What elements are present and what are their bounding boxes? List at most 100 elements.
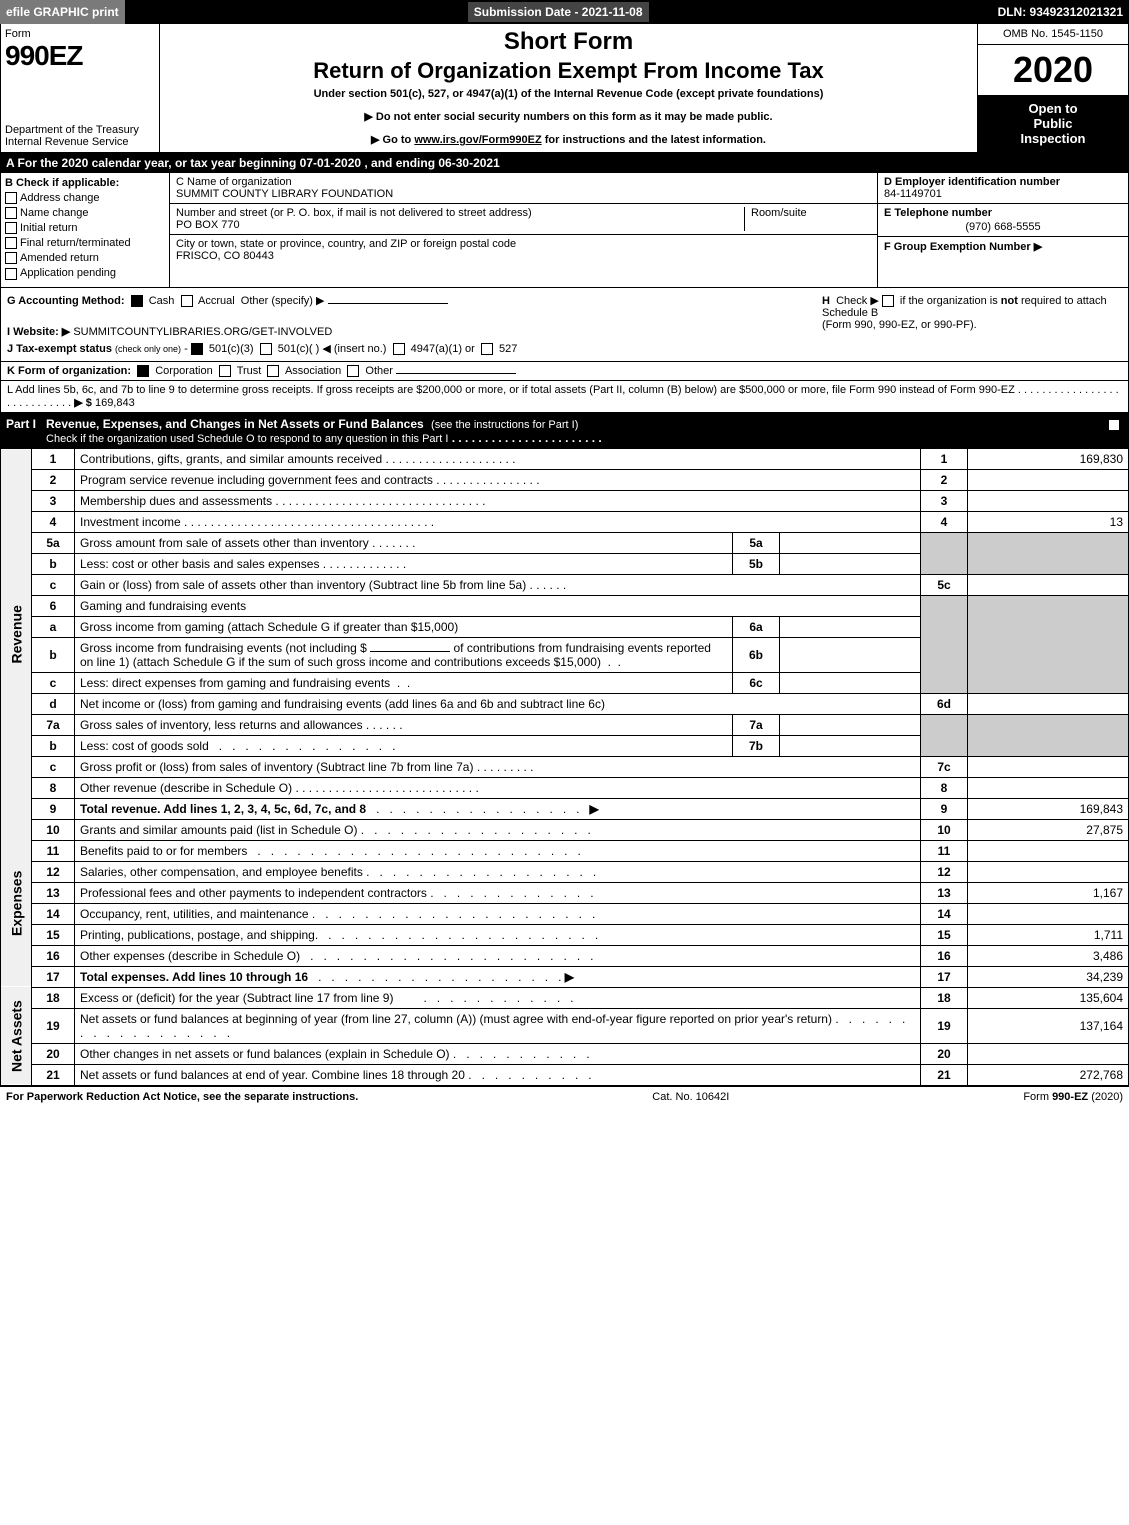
line-20: 20 Other changes in net assets or fund b… — [1, 1043, 1129, 1064]
line-5a: 5a Gross amount from sale of assets othe… — [1, 532, 1129, 553]
chk-amended-return[interactable]: Amended return — [5, 252, 165, 264]
chk-final-return[interactable]: Final return/terminated — [5, 237, 165, 249]
omb-number: OMB No. 1545-1150 — [978, 24, 1128, 45]
revenue-side-label: Revenue — [1, 449, 32, 820]
chk-501c[interactable] — [260, 343, 272, 355]
chk-sched-o[interactable]: ✓ — [1108, 419, 1120, 431]
org-name-cell: C Name of organization SUMMIT COUNTY LIB… — [170, 173, 877, 204]
org-addr-value: PO BOX 770 — [176, 219, 744, 231]
group-exemption-cell: F Group Exemption Number ▶ — [878, 237, 1128, 287]
phone-cell: E Telephone number (970) 668-5555 — [878, 204, 1128, 237]
part-1-desc-sub: (see the instructions for Part I) — [431, 419, 578, 431]
org-city-cell: City or town, state or province, country… — [170, 235, 877, 287]
line-14: 14 Occupancy, rent, utilities, and maint… — [1, 903, 1129, 924]
line-1: Revenue 1 Contributions, gifts, grants, … — [1, 449, 1129, 470]
line-12-value — [968, 861, 1129, 882]
row-l: L Add lines 5b, 6c, and 7b to line 9 to … — [0, 381, 1129, 413]
line-15: 15 Printing, publications, postage, and … — [1, 924, 1129, 945]
irs-link[interactable]: www.irs.gov/Form990EZ — [414, 134, 541, 146]
under-section: Under section 501(c), 527, or 4947(a)(1)… — [168, 88, 969, 100]
line-19: 19 Net assets or fund balances at beginn… — [1, 1008, 1129, 1043]
line-13: 13 Professional fees and other payments … — [1, 882, 1129, 903]
org-city-label: City or town, state or province, country… — [176, 238, 871, 250]
org-name-value: SUMMIT COUNTY LIBRARY FOUNDATION — [176, 188, 871, 200]
inspection-label: Open to Public Inspection — [978, 95, 1128, 152]
line-8: 8 Other revenue (describe in Schedule O)… — [1, 777, 1129, 798]
chk-name-change[interactable]: Name change — [5, 207, 165, 219]
line-21: 21 Net assets or fund balances at end of… — [1, 1064, 1129, 1085]
line-6d-value — [968, 693, 1129, 714]
tax-year: 2020 — [978, 45, 1128, 95]
part-1-sched-o: Check if the organization used Schedule … — [46, 433, 448, 445]
line-7c: c Gross profit or (loss) from sales of i… — [1, 756, 1129, 777]
line-16: 16 Other expenses (describe in Schedule … — [1, 945, 1129, 966]
chk-application-pending[interactable]: Application pending — [5, 267, 165, 279]
line-18-value: 135,604 — [968, 987, 1129, 1008]
line-11-value — [968, 840, 1129, 861]
goto-instructions: ▶ Go to www.irs.gov/Form990EZ for instru… — [168, 133, 969, 146]
chk-corporation[interactable] — [137, 365, 149, 377]
l-value: 169,843 — [95, 397, 135, 409]
line-2: 2 Program service revenue including gove… — [1, 469, 1129, 490]
submission-date: Submission Date - 2021-11-08 — [466, 0, 651, 24]
chk-association[interactable] — [267, 365, 279, 377]
part-1-table: Revenue 1 Contributions, gifts, grants, … — [0, 449, 1129, 1086]
col-g-accounting: G Accounting Method: Cash Accrual Other … — [1, 288, 816, 361]
org-address-cell: Number and street (or P. O. box, if mail… — [170, 204, 877, 235]
phone-label: E Telephone number — [884, 207, 1122, 219]
line-6a-value — [780, 616, 921, 637]
ssn-warning: ▶ Do not enter social security numbers o… — [168, 110, 969, 123]
net-assets-side-label: Net Assets — [1, 987, 32, 1085]
title-return: Return of Organization Exempt From Incom… — [168, 58, 969, 84]
chk-other-org[interactable] — [347, 365, 359, 377]
chk-501c3[interactable] — [191, 343, 203, 355]
page-footer: For Paperwork Reduction Act Notice, see … — [0, 1086, 1129, 1107]
line-6d: d Net income or (loss) from gaming and f… — [1, 693, 1129, 714]
top-bar: efile GRAPHIC print Submission Date - 20… — [0, 0, 1129, 24]
info-grid: B Check if applicable: Address change Na… — [0, 173, 1129, 288]
dept-treasury: Department of the Treasury — [5, 124, 155, 136]
col-h-schedule-b: H Check ▶ if the organization is not req… — [816, 288, 1128, 361]
chk-address-change[interactable]: Address change — [5, 192, 165, 204]
line-21-value: 272,768 — [968, 1064, 1129, 1085]
col-def: D Employer identification number 84-1149… — [877, 173, 1128, 287]
line-5c: c Gain or (loss) from sale of assets oth… — [1, 574, 1129, 595]
chk-4947[interactable] — [393, 343, 405, 355]
org-name-label: C Name of organization — [176, 176, 871, 188]
header-right: OMB No. 1545-1150 2020 Open to Public In… — [977, 24, 1128, 152]
chk-initial-return[interactable]: Initial return — [5, 222, 165, 234]
chk-schedule-b[interactable] — [882, 295, 894, 307]
phone-value: (970) 668-5555 — [884, 221, 1122, 233]
inspection-line3: Inspection — [982, 131, 1124, 146]
room-suite-label: Room/suite — [744, 207, 871, 231]
line-4: 4 Investment income . . . . . . . . . . … — [1, 511, 1129, 532]
part-1-label: Part I — [6, 417, 46, 445]
i-label: I Website: ▶ — [7, 326, 70, 338]
dln-label: DLN: 93492312021321 — [992, 0, 1129, 24]
line-15-value: 1,711 — [968, 924, 1129, 945]
line-9-value: 169,843 — [968, 798, 1129, 819]
chk-trust[interactable] — [219, 365, 231, 377]
row-k: K Form of organization: Corporation Trus… — [0, 362, 1129, 381]
g-label: G Accounting Method: — [7, 295, 125, 307]
expenses-side-label: Expenses — [1, 819, 32, 987]
footer-left: For Paperwork Reduction Act Notice, see … — [6, 1091, 358, 1103]
line-6: 6 Gaming and fundraising events — [1, 595, 1129, 616]
chk-527[interactable] — [481, 343, 493, 355]
line-5a-value — [780, 532, 921, 553]
line-5c-value — [968, 574, 1129, 595]
part-1-desc: Revenue, Expenses, and Changes in Net As… — [46, 417, 424, 431]
efile-label: efile GRAPHIC print — [0, 0, 125, 24]
line-4-value: 13 — [968, 511, 1129, 532]
line-17: 17 Total expenses. Add lines 10 through … — [1, 966, 1129, 987]
line-13-value: 1,167 — [968, 882, 1129, 903]
chk-cash[interactable] — [131, 295, 143, 307]
row-a-tax-year: A For the 2020 calendar year, or tax yea… — [0, 153, 1129, 173]
ein-cell: D Employer identification number 84-1149… — [878, 173, 1128, 204]
instr-pre: ▶ Go to — [371, 134, 414, 146]
line-11: 11 Benefits paid to or for members . . .… — [1, 840, 1129, 861]
inspection-line2: Public — [982, 116, 1124, 131]
chk-accrual[interactable] — [181, 295, 193, 307]
line-3-value — [968, 490, 1129, 511]
ein-value: 84-1149701 — [884, 188, 1122, 200]
